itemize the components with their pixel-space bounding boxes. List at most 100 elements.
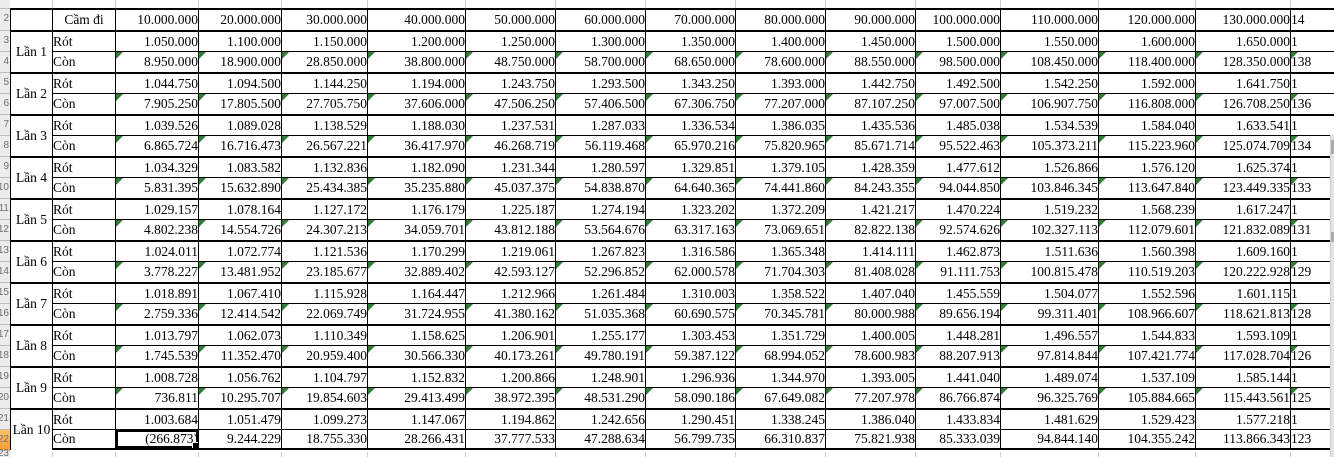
cell-con[interactable]: 105.884.665: [1098, 387, 1195, 408]
row-number-fragment[interactable]: 11: [0, 202, 9, 214]
cell-con[interactable]: 97.814.844: [1000, 345, 1098, 366]
row-number-fragment[interactable]: 9: [3, 160, 9, 172]
cell-rot[interactable]: 1.170.299: [367, 240, 465, 261]
cell-con[interactable]: 78.600.000: [735, 51, 825, 72]
cell-rot[interactable]: 1.609.160: [1195, 240, 1290, 261]
cell-rot[interactable]: 1.358.522: [735, 282, 825, 303]
cell-rot[interactable]: 1.274.194: [555, 198, 645, 219]
cell-rot[interactable]: 1.303.453: [645, 324, 735, 345]
cell-con[interactable]: 12.414.542: [198, 303, 281, 324]
cell-rot-cut[interactable]: 1: [1290, 114, 1334, 135]
cell-rot[interactable]: 1.034.329: [115, 156, 198, 177]
cell-con[interactable]: 63.317.163: [645, 219, 735, 240]
cell-rot[interactable]: 1.132.836: [281, 156, 367, 177]
cell-rot[interactable]: 1.593.109: [1195, 324, 1290, 345]
sub-label-con[interactable]: Còn: [52, 429, 115, 450]
cell-rot[interactable]: 1.379.105: [735, 156, 825, 177]
cell-con[interactable]: 84.243.355: [825, 177, 915, 198]
cell-con[interactable]: 62.000.578: [645, 261, 735, 282]
cell-rot[interactable]: 1.243.750: [465, 72, 555, 93]
cell-rot[interactable]: 1.400.000: [735, 30, 825, 51]
cell-rot[interactable]: 1.194.000: [367, 72, 465, 93]
cell-rot[interactable]: 1.099.273: [281, 408, 367, 429]
cell-con[interactable]: 18.755.330: [281, 429, 367, 450]
column-header[interactable]: 80.000.000: [735, 8, 825, 30]
cell-rot[interactable]: 1.650.000: [1195, 30, 1290, 51]
cell-rot[interactable]: 1.568.239: [1098, 198, 1195, 219]
cell-rot[interactable]: 1.400.005: [825, 324, 915, 345]
cell-con[interactable]: 35.235.880: [367, 177, 465, 198]
cell-con[interactable]: 126.708.250: [1195, 93, 1290, 114]
cell-rot[interactable]: 1.428.359: [825, 156, 915, 177]
cell-rot[interactable]: 1.147.067: [367, 408, 465, 429]
cell-rot[interactable]: 1.323.202: [645, 198, 735, 219]
cell-con-cut[interactable]: 128: [1290, 303, 1334, 324]
cell-con[interactable]: 29.413.499: [367, 387, 465, 408]
cell-con[interactable]: 3.778.227: [115, 261, 198, 282]
cell-con[interactable]: 71.704.303: [735, 261, 825, 282]
sub-label-rot[interactable]: Rót: [52, 72, 115, 93]
cell-con[interactable]: 99.311.401: [1000, 303, 1098, 324]
cell-rot[interactable]: 1.008.728: [115, 366, 198, 387]
cell-rot[interactable]: 1.056.762: [198, 366, 281, 387]
cell-con[interactable]: 96.325.769: [1000, 387, 1098, 408]
cell-con[interactable]: 102.327.113: [1000, 219, 1098, 240]
cell-con[interactable]: 28.850.000: [281, 51, 367, 72]
cell-rot[interactable]: 1.519.232: [1000, 198, 1098, 219]
cell-rot[interactable]: 1.200.866: [465, 366, 555, 387]
cell-con[interactable]: 70.345.781: [735, 303, 825, 324]
cell-rot-cut[interactable]: 1: [1290, 408, 1334, 429]
sub-label-rot[interactable]: Rót: [52, 366, 115, 387]
cell-con[interactable]: 8.950.000: [115, 51, 198, 72]
cell-rot[interactable]: 1.542.250: [1000, 72, 1098, 93]
cell-con[interactable]: 85.333.039: [915, 429, 1000, 450]
cell-con[interactable]: 48.531.290: [555, 387, 645, 408]
cell-rot[interactable]: 1.316.586: [645, 240, 735, 261]
cell-con[interactable]: 115.443.561: [1195, 387, 1290, 408]
row-label[interactable]: Lần 2: [10, 72, 52, 114]
cell-rot[interactable]: 1.039.526: [115, 114, 198, 135]
cell-con[interactable]: 91.111.753: [915, 261, 1000, 282]
cell-rot[interactable]: 1.500.000: [915, 30, 1000, 51]
row-number-fragment[interactable]: 16: [0, 307, 9, 319]
cell-rot[interactable]: 1.365.348: [735, 240, 825, 261]
cell-rot[interactable]: 1.287.033: [555, 114, 645, 135]
cell-rot[interactable]: 1.110.349: [281, 324, 367, 345]
cell-rot[interactable]: 1.250.000: [465, 30, 555, 51]
cell-rot[interactable]: 1.150.000: [281, 30, 367, 51]
cell-con[interactable]: 60.690.575: [645, 303, 735, 324]
cell-rot[interactable]: 1.372.209: [735, 198, 825, 219]
cell-con[interactable]: 103.846.345: [1000, 177, 1098, 198]
cell-con[interactable]: 128.350.000: [1195, 51, 1290, 72]
cell-con[interactable]: 25.434.385: [281, 177, 367, 198]
cell-con[interactable]: 1.745.539: [115, 345, 198, 366]
cell-rot[interactable]: 1.560.398: [1098, 240, 1195, 261]
cell-rot[interactable]: 1.435.536: [825, 114, 915, 135]
row-label[interactable]: Lần 3: [10, 114, 52, 156]
cell-con[interactable]: 19.854.603: [281, 387, 367, 408]
cell-con[interactable]: 49.780.191: [555, 345, 645, 366]
cell-con[interactable]: 68.994.052: [735, 345, 825, 366]
row-number-fragment[interactable]: 14: [0, 265, 9, 277]
cell-con[interactable]: 125.074.709: [1195, 135, 1290, 156]
cell-rot[interactable]: 1.386.035: [735, 114, 825, 135]
cell-rot[interactable]: 1.018.891: [115, 282, 198, 303]
cell-rot[interactable]: 1.600.000: [1098, 30, 1195, 51]
cell-con[interactable]: 37.606.000: [367, 93, 465, 114]
cell-rot[interactable]: 1.231.344: [465, 156, 555, 177]
cell-con[interactable]: 77.207.000: [735, 93, 825, 114]
cell-rot[interactable]: 1.225.187: [465, 198, 555, 219]
sub-label-con[interactable]: Còn: [52, 93, 115, 114]
cell-con[interactable]: 118.400.000: [1098, 51, 1195, 72]
sub-label-rot[interactable]: Rót: [52, 30, 115, 51]
cell-rot[interactable]: 1.024.011: [115, 240, 198, 261]
cell-con[interactable]: 47.506.250: [465, 93, 555, 114]
cell-rot[interactable]: 1.455.559: [915, 282, 1000, 303]
cell-rot[interactable]: 1.329.851: [645, 156, 735, 177]
cell-con[interactable]: 6.865.724: [115, 135, 198, 156]
cell-rot[interactable]: 1.152.832: [367, 366, 465, 387]
sub-label-rot[interactable]: Rót: [52, 408, 115, 429]
cell-con[interactable]: 2.759.336: [115, 303, 198, 324]
row-number-fragment[interactable]: 8: [3, 139, 9, 151]
cell-rot[interactable]: 1.552.596: [1098, 282, 1195, 303]
